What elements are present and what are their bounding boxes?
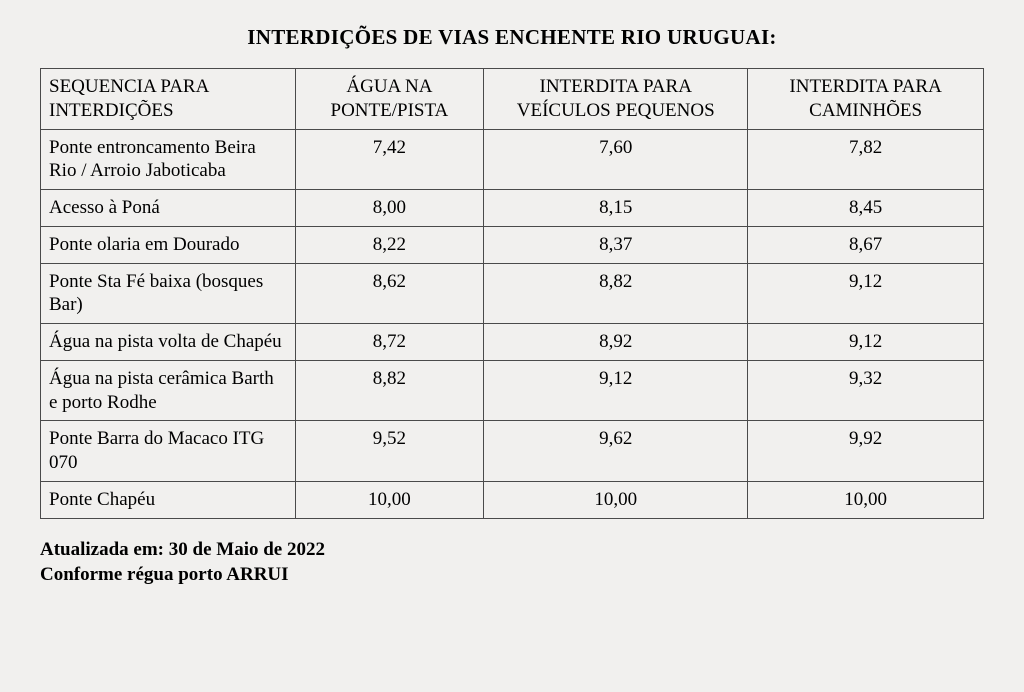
cell-caminhoes: 9,92	[748, 421, 984, 482]
table-row: Ponte Chapéu 10,00 10,00 10,00	[41, 481, 984, 518]
cell-location: Ponte entroncamento Beira Rio / Arroio J…	[41, 129, 296, 190]
cell-pequenos: 9,62	[484, 421, 748, 482]
col-header-pequenos: INTERDITA PARA VEÍCULOS PEQUENOS	[484, 69, 748, 130]
cell-pequenos: 9,12	[484, 360, 748, 421]
table-row: Ponte olaria em Dourado 8,22 8,37 8,67	[41, 226, 984, 263]
cell-caminhoes: 8,45	[748, 190, 984, 227]
cell-caminhoes: 9,12	[748, 324, 984, 361]
cell-agua: 8,82	[295, 360, 484, 421]
cell-pequenos: 8,92	[484, 324, 748, 361]
cell-caminhoes: 7,82	[748, 129, 984, 190]
table-row: Água na pista cerâmica Barth e porto Rod…	[41, 360, 984, 421]
cell-agua: 8,62	[295, 263, 484, 324]
col-header-agua: ÁGUA NA PONTE/PISTA	[295, 69, 484, 130]
cell-location: Ponte Chapéu	[41, 481, 296, 518]
cell-pequenos: 8,15	[484, 190, 748, 227]
cell-location: Acesso à Poná	[41, 190, 296, 227]
cell-caminhoes: 9,32	[748, 360, 984, 421]
cell-agua: 8,72	[295, 324, 484, 361]
cell-location: Ponte Barra do Macaco ITG 070	[41, 421, 296, 482]
cell-caminhoes: 8,67	[748, 226, 984, 263]
cell-pequenos: 8,37	[484, 226, 748, 263]
footer-reference: Conforme régua porto ARRUI	[40, 562, 984, 588]
interdictions-table: SEQUENCIA PARA INTERDIÇÕES ÁGUA NA PONTE…	[40, 68, 984, 519]
footer-updated: Atualizada em: 30 de Maio de 2022	[40, 537, 984, 563]
table-row: Ponte Barra do Macaco ITG 070 9,52 9,62 …	[41, 421, 984, 482]
cell-location: Ponte Sta Fé baixa (bosques Bar)	[41, 263, 296, 324]
cell-caminhoes: 10,00	[748, 481, 984, 518]
cell-agua: 7,42	[295, 129, 484, 190]
cell-agua: 8,00	[295, 190, 484, 227]
cell-caminhoes: 9,12	[748, 263, 984, 324]
cell-location: Ponte olaria em Dourado	[41, 226, 296, 263]
table-row: Ponte entroncamento Beira Rio / Arroio J…	[41, 129, 984, 190]
table-row: Água na pista volta de Chapéu 8,72 8,92 …	[41, 324, 984, 361]
col-header-caminhoes: INTERDITA PARA CAMINHÕES	[748, 69, 984, 130]
cell-agua: 8,22	[295, 226, 484, 263]
cell-agua: 9,52	[295, 421, 484, 482]
footer: Atualizada em: 30 de Maio de 2022 Confor…	[40, 537, 984, 588]
cell-pequenos: 8,82	[484, 263, 748, 324]
table-row: Ponte Sta Fé baixa (bosques Bar) 8,62 8,…	[41, 263, 984, 324]
cell-agua: 10,00	[295, 481, 484, 518]
cell-pequenos: 10,00	[484, 481, 748, 518]
col-header-sequencia: SEQUENCIA PARA INTERDIÇÕES	[41, 69, 296, 130]
cell-location: Água na pista volta de Chapéu	[41, 324, 296, 361]
cell-location: Água na pista cerâmica Barth e porto Rod…	[41, 360, 296, 421]
table-row: Acesso à Poná 8,00 8,15 8,45	[41, 190, 984, 227]
table-header-row: SEQUENCIA PARA INTERDIÇÕES ÁGUA NA PONTE…	[41, 69, 984, 130]
cell-pequenos: 7,60	[484, 129, 748, 190]
page-title: INTERDIÇÕES DE VIAS ENCHENTE RIO URUGUAI…	[40, 25, 984, 50]
